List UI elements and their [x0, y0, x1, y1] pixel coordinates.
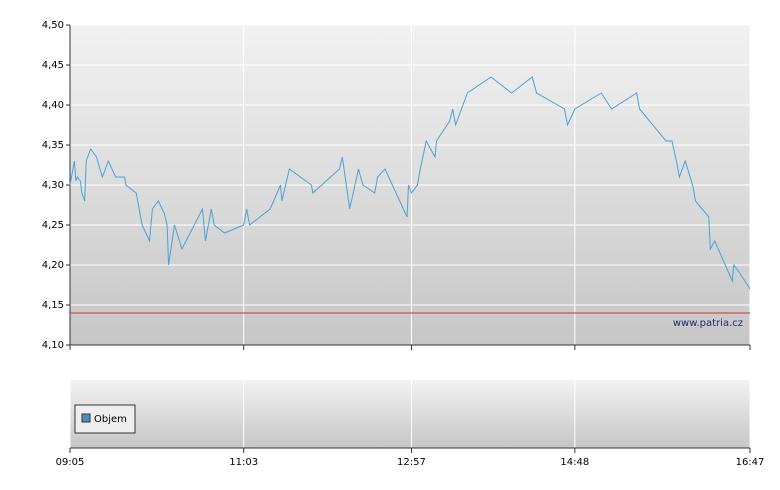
x-tick-label: 16:47 [736, 457, 765, 468]
x-tick-label: 14:48 [560, 457, 589, 468]
y-tick-label: 4,20 [42, 260, 64, 271]
y-tick-label: 4,10 [42, 340, 64, 351]
y-tick-label: 4,35 [42, 140, 64, 151]
y-tick-label: 4,45 [42, 60, 64, 71]
y-tick-label: 4,40 [42, 100, 64, 111]
watermark: www.patria.cz [673, 318, 743, 329]
y-tick-label: 4,30 [42, 180, 64, 191]
x-tick-label: 09:05 [56, 457, 85, 468]
legend-swatch [81, 413, 91, 423]
legend-label: Objem [94, 414, 127, 425]
y-tick-label: 4,25 [42, 220, 64, 231]
y-tick-label: 4,50 [42, 20, 64, 31]
volume-area [70, 380, 750, 448]
y-tick-label: 4,15 [42, 300, 64, 311]
price-line [69, 76, 751, 290]
x-tick-label: 11:03 [229, 457, 258, 468]
x-tick-label: 12:57 [397, 457, 426, 468]
